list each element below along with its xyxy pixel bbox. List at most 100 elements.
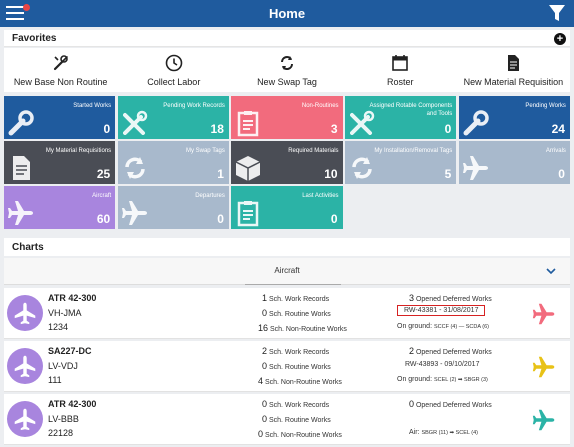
aircraft-row[interactable]: ATR 42-300 LV-BBB 22128 0 Sch. Work Records… [4,394,570,445]
tools-icon [122,110,147,135]
route-prefix: On ground: [397,376,434,383]
stat-value: 4 [258,376,264,386]
aircraft-route: On ground: SCCF (4) — SCDA (6) [397,323,489,330]
avatar [7,295,43,331]
filter-icon[interactable] [548,4,566,23]
page-title: Home [268,6,306,21]
tile-arrivals[interactable]: Arrivals 0 [458,141,570,184]
plane-icon [8,201,33,225]
tile-aircraft[interactable]: Aircraft 60 [4,186,116,229]
tile-departures[interactable]: Departures 0 [117,186,229,229]
tile-value: 0 [444,122,452,136]
sch-non-routine-works: 4 Sch. Non-Routine Works [258,376,342,386]
clock-icon [165,54,183,72]
aircraft-registration: VH-JMA [48,308,82,318]
deferred-value: 0 [409,399,415,409]
stat-label: Sch. Routine Works [268,364,331,371]
tile-value: 60 [96,212,111,226]
sch-work-records: 1 Sch. Work Records [262,293,329,303]
plane-icon [462,156,488,180]
favorite-label: New Swap Tag [257,77,317,87]
tools-icon [350,110,375,135]
deferred-work-ref[interactable]: RW-43381 - 31/08/2017 [397,305,486,316]
tile-value: 0 [558,167,565,181]
tile-label: Pending Works [525,103,566,109]
tile-assigned-rotable-components-and-tools[interactable]: Assigned Rotable Components and Tools 0 [345,96,457,139]
aircraft-list: ATR 42-300 VH-JMA 1234 1 Sch. Work Records 0… [4,288,570,447]
stat-label: Sch. Non-Routine Works [264,432,342,439]
tile-value: 18 [210,122,224,136]
stat-value: 0 [262,414,268,424]
airplane-status-icon [532,303,555,325]
chevron-down-icon[interactable] [546,266,556,276]
favorite-collect-labor[interactable]: Collect Labor [117,48,230,92]
tile-label: Pending Work Records [163,103,225,109]
tile-label: Required Materials [288,148,339,154]
route-text: SCEL (2) ➡ SBGR (3) [433,377,488,383]
favorite-roster[interactable]: Roster [344,48,457,92]
add-favorite-icon[interactable]: + [554,33,566,45]
stat-label: Sch. Work Records [268,402,330,409]
tile-label: Departures [195,193,225,199]
tile-label: Arrivals [545,148,566,154]
tab-aircraft[interactable]: Aircraft [274,266,300,275]
airplane-icon [14,302,36,325]
tile-value: 10 [324,167,338,181]
route-text: SCCF (4) — SCDA (6) [433,324,489,330]
aircraft-registration: LV-VDJ [48,361,78,371]
stat-value: 0 [262,399,268,409]
aircraft-row[interactable]: SA227-DC LV-VDJ 111 2 Sch. Work Records 0 Sc… [4,341,570,392]
aircraft-registration: LV-BBB [48,414,79,424]
top-bar: Home [0,0,574,27]
deferred-value: 3 [409,293,415,303]
aircraft-model: SA227-DC [48,346,92,356]
favorite-new-base-non-routine[interactable]: New Base Non Routine [4,48,117,92]
route-prefix: Air: [409,429,422,436]
avatar [7,348,43,384]
dashboard-tiles: Started Works 0 Pending Work Records 18 Non-… [4,96,570,229]
aircraft-model: ATR 42-300 [48,399,97,409]
tile-value: 3 [330,122,338,136]
sch-routine-works: 0 Sch. Routine Works [262,414,331,424]
notification-dot [23,4,30,11]
tile-my-installation-removal-tags[interactable]: My Installation/Removal Tags 5 [345,141,457,184]
deferred-work-ref[interactable]: RW-43893 - 09/10/2017 [405,361,480,368]
airplane-status-icon [532,356,555,378]
tile-started-works[interactable]: Started Works 0 [4,96,116,139]
document-icon [508,55,520,71]
aircraft-route: On ground: SCEL (2) ➡ SBGR (3) [397,376,488,383]
tile-required-materials[interactable]: Required Materials 10 [231,141,343,184]
tile-label: My Material Requisitions [45,148,112,154]
swap-icon [281,56,293,70]
tile-value: 0 [330,212,338,226]
opened-deferred-works: 2 Opened Deferred Works [409,346,492,356]
sch-work-records: 0 Sch. Work Records [262,399,329,409]
favorites-header: Favorites + [4,30,570,47]
favorite-new-swap-tag[interactable]: New Swap Tag [230,48,343,92]
tile-value: 0 [217,212,224,226]
tile-non-routines[interactable]: Non-Routines 3 [231,96,343,139]
tile-label: My Swap Tags [185,148,225,154]
favorite-label: Roster [386,77,414,87]
deferred-value: 2 [409,346,415,356]
tile-my-material-requisitions[interactable]: My Material Requisitions 25 [4,141,116,184]
stat-label: Sch. Routine Works [268,417,331,424]
deferred-label: Opened Deferred Works [415,349,492,356]
tile-last-activities[interactable]: Last Activities 0 [231,186,343,229]
swap-icon [124,157,145,179]
favorites-row: New Base Non Routine Collect Labor New S… [4,48,570,92]
aircraft-model: ATR 42-300 [48,293,97,303]
airplane-icon [14,355,36,378]
aircraft-serial: 22128 [48,428,74,438]
favorite-label: New Base Non Routine [13,77,108,87]
favorite-new-material-requisition[interactable]: New Material Requisition [457,48,570,92]
aircraft-row[interactable]: ATR 42-300 VH-JMA 1234 1 Sch. Work Records 0… [4,288,570,339]
opened-deferred-works: 0 Opened Deferred Works [409,399,492,409]
tile-pending-works[interactable]: Pending Works 24 [458,96,570,139]
tile-pending-work-records[interactable]: Pending Work Records 18 [117,96,229,139]
menu-icon[interactable] [6,4,30,21]
sch-work-records: 2 Sch. Work Records [262,346,329,356]
plane-icon [121,201,147,225]
stat-value: 0 [258,429,264,439]
tile-my-swap-tags[interactable]: My Swap Tags 1 [117,141,229,184]
